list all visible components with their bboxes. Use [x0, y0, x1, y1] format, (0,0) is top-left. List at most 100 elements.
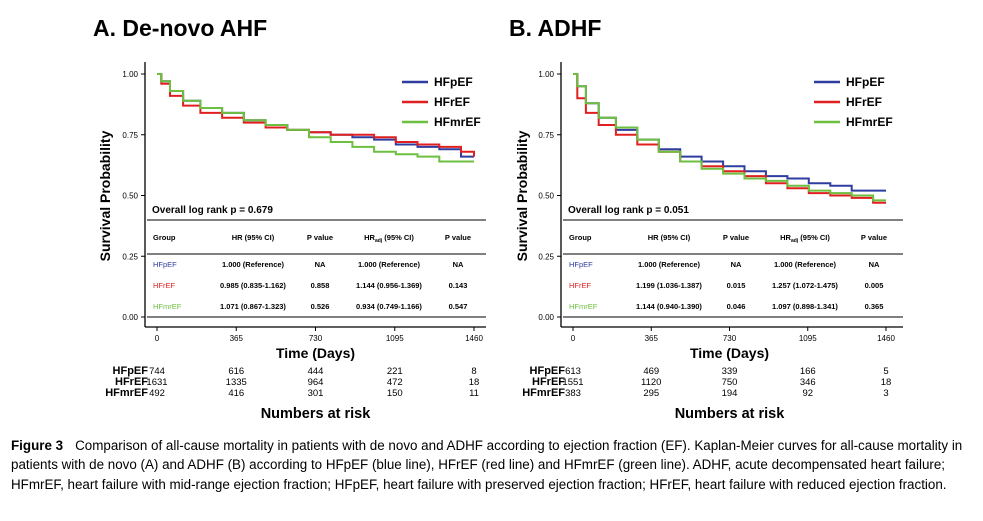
panel-b-x-axis-title: Time (Days)	[690, 345, 769, 361]
panel-b-risk-value: 18	[881, 377, 892, 388]
panel-a-curve-hfref	[157, 73, 475, 157]
panel-b-table-header: Group	[569, 233, 592, 242]
panel-b-table-hr: 1.199 (1.036-1.387)	[636, 281, 702, 290]
panel-b-table-header: P value	[861, 233, 887, 242]
panel-a-table-hr-adj: 0.934 (0.749-1.166)	[356, 302, 422, 311]
panel-a-x-axis-title: Time (Days)	[276, 345, 355, 361]
panel-a-table-header: P value	[445, 233, 471, 242]
panel-b-y-tick-label: 0.75	[538, 131, 554, 140]
panel-a-table-header: HRadj (95% CI)	[364, 233, 414, 244]
panel-a-title: A. De-novo AHF	[93, 15, 267, 41]
panel-b-risk-value: 750	[722, 377, 738, 388]
panel-b-table-p: 0.015	[727, 281, 746, 290]
panel-b-risk-group: HFpEF	[530, 365, 566, 377]
panel-a-risk-value: 616	[228, 366, 244, 377]
panel-a-y-tick-label: 0.00	[122, 313, 138, 322]
panel-b-y-tick-label: 0.50	[538, 192, 554, 201]
panel-b-risk-value: 469	[643, 366, 659, 377]
panel-a-table-hr: 0.985 (0.835-1.162)	[220, 281, 286, 290]
panel-b-y-axis-title: Survival Probability	[514, 130, 530, 261]
panel-a-x-tick-label: 730	[309, 334, 323, 343]
panel-b-risk-value: 1551	[562, 377, 583, 388]
panel-a-table-hr-adj: 1.144 (0.956-1.369)	[356, 281, 422, 290]
panel-a-table-group: HFmrEF	[153, 302, 182, 311]
panel-a-x-tick-label: 1460	[465, 334, 483, 343]
panel-a-x-tick-label: 1095	[386, 334, 404, 343]
panel-a-risk-value: 472	[387, 377, 403, 388]
panel-b-x-tick-label: 730	[723, 334, 737, 343]
panel-a-risk-value: 8	[471, 366, 476, 377]
panel-a-y-tick-label: 0.25	[122, 252, 138, 261]
panel-b-risk-value: 613	[565, 366, 581, 377]
panel-b-table-header: HRadj (95% CI)	[780, 233, 830, 244]
panel-b-risk-value: 1120	[641, 377, 661, 388]
panel-b-risk-value: 383	[565, 388, 581, 399]
panel-b-log-rank-annotation: Overall log rank p = 0.051	[568, 205, 689, 216]
panel-a-risk-title: Numbers at risk	[261, 406, 372, 422]
panel-b-table-p-adj: 0.005	[865, 281, 884, 290]
panel-b-table-p: NA	[731, 260, 742, 269]
panel-b-curve-hfref	[573, 73, 886, 204]
panel-b-table-p-adj: 0.365	[865, 302, 884, 311]
panel-b-legend-label: HFmrEF	[846, 115, 893, 129]
panel-a-curve-hfmref	[157, 73, 474, 163]
panel-b-table-p-adj: NA	[869, 260, 880, 269]
panel-b-risk-value: 92	[802, 388, 813, 399]
panel-a-table-header: Group	[153, 233, 176, 242]
panel-b-legend-label: HFpEF	[846, 75, 885, 89]
panel-b-risk-value: 295	[643, 388, 659, 399]
panel-a-y-axis-title: Survival Probability	[97, 130, 113, 261]
panel-a-table-p: NA	[315, 260, 326, 269]
figure: A. De-novo AHF 0.00 0.25 0.50 0.75 1.00 0 365 73…	[93, 15, 903, 422]
panel-b-y-tick-label: 0.00	[538, 313, 554, 322]
panel-a-x-tick-label: 365	[230, 334, 244, 343]
panel-a-table-hr: 1.071 (0.867-1.323)	[220, 302, 286, 311]
panel-a-risk-value: 301	[308, 388, 324, 399]
panel-b-x-tick-label: 365	[645, 334, 659, 343]
panel-a-risk-value: 150	[387, 388, 403, 399]
panel-a-legend-label: HFpEF	[434, 75, 473, 89]
panel-b-curve-hfmref	[573, 73, 886, 202]
panel-b-risk-value: 166	[800, 366, 816, 377]
panel-a-table-p: 0.526	[311, 302, 330, 311]
panel-b-table-hr-adj: 1.000 (Reference)	[774, 260, 837, 269]
panel-a-risk-value: 744	[149, 366, 165, 377]
panel-a-table-header: P value	[307, 233, 333, 242]
panel-a-risk-value: 18	[469, 377, 480, 388]
panel-b-table-p: 0.046	[727, 302, 746, 311]
panel-a-risk-value: 11	[469, 388, 479, 399]
panel-a-log-rank-annotation: Overall log rank p = 0.679	[152, 205, 273, 216]
panel-a-risk-group: HFpEF	[113, 365, 149, 377]
panel-a-y-tick-label: 0.50	[122, 192, 138, 201]
panel-b-table-hr-adj: 1.257 (1.072-1.475)	[772, 281, 838, 290]
figure-caption: Figure 3 Comparison of all-cause mortalit…	[11, 436, 979, 494]
caption-text: Comparison of all-cause mortality in pat…	[11, 438, 963, 492]
panel-a-table-hr: 1.000 (Reference)	[222, 260, 285, 269]
panel-a-risk-value: 416	[228, 388, 244, 399]
panel-b-table-background	[563, 220, 903, 317]
panel-b-table-group: HFmrEF	[569, 302, 598, 311]
panel-a-y-tick-label: 0.75	[122, 131, 138, 140]
panel-a-table-p-adj: NA	[453, 260, 464, 269]
panel-a-x-tick-label: 0	[155, 334, 160, 343]
panel-b-risk-value: 339	[722, 366, 738, 377]
panel-b-risk-group: HFrEF	[532, 376, 565, 388]
panel-b-risk-group: HFmrEF	[522, 387, 565, 399]
figure-label: Figure 3	[11, 438, 64, 453]
panel-b-title: B. ADHF	[509, 15, 601, 41]
panel-a-table-background	[147, 220, 486, 317]
panel-a-table-hr-adj: 1.000 (Reference)	[358, 260, 421, 269]
panel-a-risk-value: 492	[149, 388, 165, 399]
panel-b-table-group: HFpEF	[569, 260, 593, 269]
panel-a-y-tick-label: 1.00	[122, 70, 138, 79]
panel-a-table-header: HR (95% CI)	[232, 233, 275, 242]
panel-a-risk-value: 221	[387, 366, 403, 377]
panel-b-risk-value: 194	[722, 388, 738, 399]
panel-b-x-tick-label: 0	[571, 334, 576, 343]
panel-a-risk-group: HFrEF	[115, 376, 148, 388]
panel-b-table-hr: 1.144 (0.940-1.390)	[636, 302, 702, 311]
panel-b-y-tick-label: 1.00	[538, 70, 554, 79]
panel-a-risk-group: HFmrEF	[105, 387, 148, 399]
panel-a-table-p-adj: 0.143	[449, 281, 468, 290]
panel-b-x-tick-label: 1460	[877, 334, 895, 343]
